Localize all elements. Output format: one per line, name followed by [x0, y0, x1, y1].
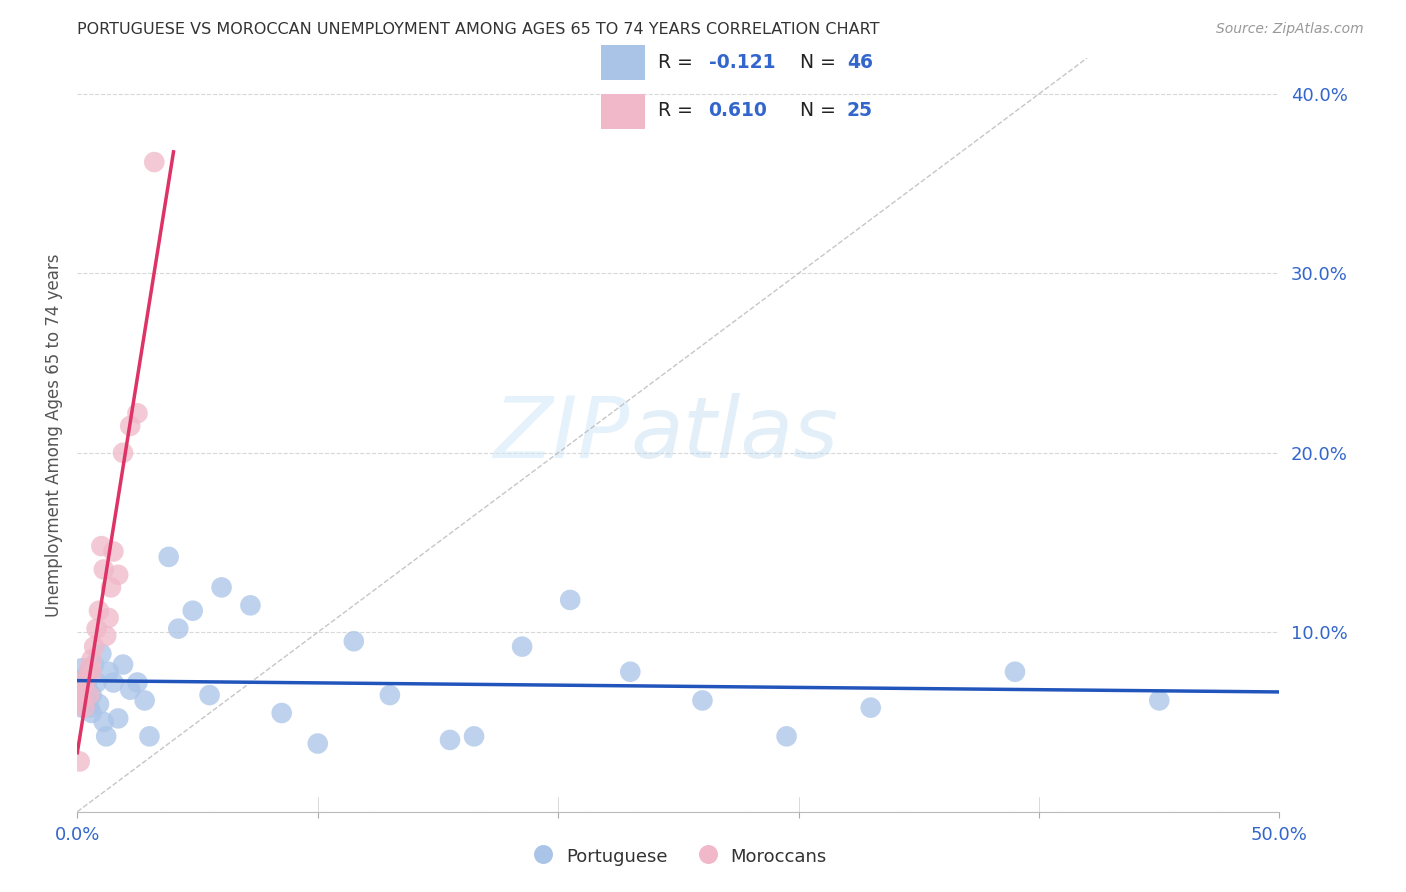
Point	[69, 688, 91, 702]
Point	[73, 682, 96, 697]
Text: ZIP: ZIP	[494, 393, 630, 476]
Point	[73, 670, 96, 684]
Point	[1149, 693, 1171, 707]
Point	[69, 688, 91, 702]
Point	[270, 706, 292, 720]
Text: PORTUGUESE VS MOROCCAN UNEMPLOYMENT AMONG AGES 65 TO 74 YEARS CORRELATION CHART: PORTUGUESE VS MOROCCAN UNEMPLOYMENT AMON…	[77, 22, 880, 37]
Text: -0.121: -0.121	[709, 53, 775, 72]
Point	[103, 675, 125, 690]
Text: R =: R =	[658, 53, 699, 72]
Point	[1004, 665, 1026, 679]
Point	[103, 544, 125, 558]
Point	[76, 679, 98, 693]
Point	[79, 700, 101, 714]
Point	[76, 693, 98, 707]
Point	[70, 693, 93, 707]
Point	[107, 567, 129, 582]
Point	[127, 675, 149, 690]
Point	[80, 688, 103, 702]
Point	[83, 640, 105, 654]
Point	[70, 700, 93, 714]
Point	[211, 581, 233, 595]
Point	[97, 611, 120, 625]
Point	[79, 661, 101, 675]
Point	[127, 406, 149, 420]
Point	[111, 446, 134, 460]
Point	[343, 634, 366, 648]
Point	[378, 688, 401, 702]
Point	[70, 661, 93, 675]
Point	[79, 688, 101, 702]
Point	[198, 688, 221, 702]
Point	[96, 629, 118, 643]
Point	[619, 665, 641, 679]
Point	[100, 581, 122, 595]
Point	[560, 593, 582, 607]
Point	[859, 700, 882, 714]
Point	[775, 730, 797, 744]
Point	[86, 675, 108, 690]
Text: N =: N =	[800, 53, 842, 72]
Point	[69, 675, 91, 690]
Point	[120, 418, 142, 433]
Point	[167, 622, 190, 636]
Point	[86, 622, 108, 636]
Point	[239, 599, 262, 613]
Point	[143, 155, 166, 169]
Point	[83, 657, 105, 672]
FancyBboxPatch shape	[600, 45, 644, 79]
Point	[69, 755, 91, 769]
Point	[73, 675, 96, 690]
Point	[97, 665, 120, 679]
Point	[90, 647, 112, 661]
Point	[107, 711, 129, 725]
Point	[70, 682, 93, 697]
Point	[73, 700, 96, 714]
Legend: Portuguese, Moroccans: Portuguese, Moroccans	[523, 838, 834, 874]
Point	[80, 665, 103, 679]
Point	[93, 714, 115, 729]
Point	[96, 730, 118, 744]
Text: atlas: atlas	[630, 393, 838, 476]
Point	[87, 604, 110, 618]
Point	[439, 733, 461, 747]
Text: N =: N =	[800, 101, 842, 120]
Text: 0.610: 0.610	[709, 101, 768, 120]
Text: 46: 46	[846, 53, 873, 72]
Point	[181, 604, 204, 618]
Point	[90, 539, 112, 553]
Point	[134, 693, 156, 707]
Y-axis label: Unemployment Among Ages 65 to 74 years: Unemployment Among Ages 65 to 74 years	[45, 253, 63, 616]
Point	[76, 670, 98, 684]
Point	[111, 657, 134, 672]
Point	[80, 706, 103, 720]
Text: R =: R =	[658, 101, 699, 120]
Point	[307, 737, 329, 751]
Point	[93, 562, 115, 576]
Text: Source: ZipAtlas.com: Source: ZipAtlas.com	[1216, 22, 1364, 37]
Point	[138, 730, 160, 744]
FancyBboxPatch shape	[600, 95, 644, 129]
Point	[80, 652, 103, 666]
Point	[87, 697, 110, 711]
Point	[79, 665, 101, 679]
Text: 25: 25	[846, 101, 873, 120]
Point	[157, 549, 180, 564]
Point	[692, 693, 714, 707]
Point	[510, 640, 533, 654]
Point	[463, 730, 485, 744]
Point	[120, 682, 142, 697]
